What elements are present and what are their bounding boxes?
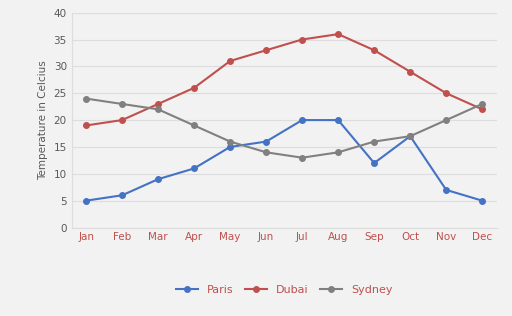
Paris — [407, 134, 413, 138]
Sydney — [443, 118, 450, 122]
Sydney — [83, 97, 89, 100]
Paris — [479, 199, 485, 203]
Dubai — [191, 86, 197, 90]
Paris — [83, 199, 89, 203]
Dubai — [155, 102, 161, 106]
Paris — [155, 177, 161, 181]
Dubai — [299, 38, 305, 41]
Paris — [299, 118, 305, 122]
Sydney — [263, 150, 269, 154]
Paris — [371, 161, 377, 165]
Paris — [227, 145, 233, 149]
Paris — [263, 140, 269, 143]
Sydney — [479, 102, 485, 106]
Dubai — [227, 59, 233, 63]
Paris — [191, 167, 197, 170]
Line: Dubai: Dubai — [83, 31, 485, 128]
Y-axis label: Temperature in Celcius: Temperature in Celcius — [38, 60, 48, 180]
Dubai — [443, 91, 450, 95]
Paris — [119, 193, 125, 197]
Sydney — [227, 140, 233, 143]
Paris — [335, 118, 342, 122]
Line: Paris: Paris — [83, 117, 485, 204]
Dubai — [119, 118, 125, 122]
Sydney — [299, 156, 305, 160]
Sydney — [407, 134, 413, 138]
Dubai — [263, 48, 269, 52]
Sydney — [119, 102, 125, 106]
Sydney — [371, 140, 377, 143]
Sydney — [191, 124, 197, 127]
Dubai — [83, 124, 89, 127]
Sydney — [155, 107, 161, 111]
Line: Sydney: Sydney — [83, 96, 485, 161]
Dubai — [407, 70, 413, 74]
Paris — [443, 188, 450, 192]
Sydney — [335, 150, 342, 154]
Dubai — [479, 107, 485, 111]
Dubai — [335, 32, 342, 36]
Legend: Paris, Dubai, Sydney: Paris, Dubai, Sydney — [172, 280, 397, 299]
Dubai — [371, 48, 377, 52]
